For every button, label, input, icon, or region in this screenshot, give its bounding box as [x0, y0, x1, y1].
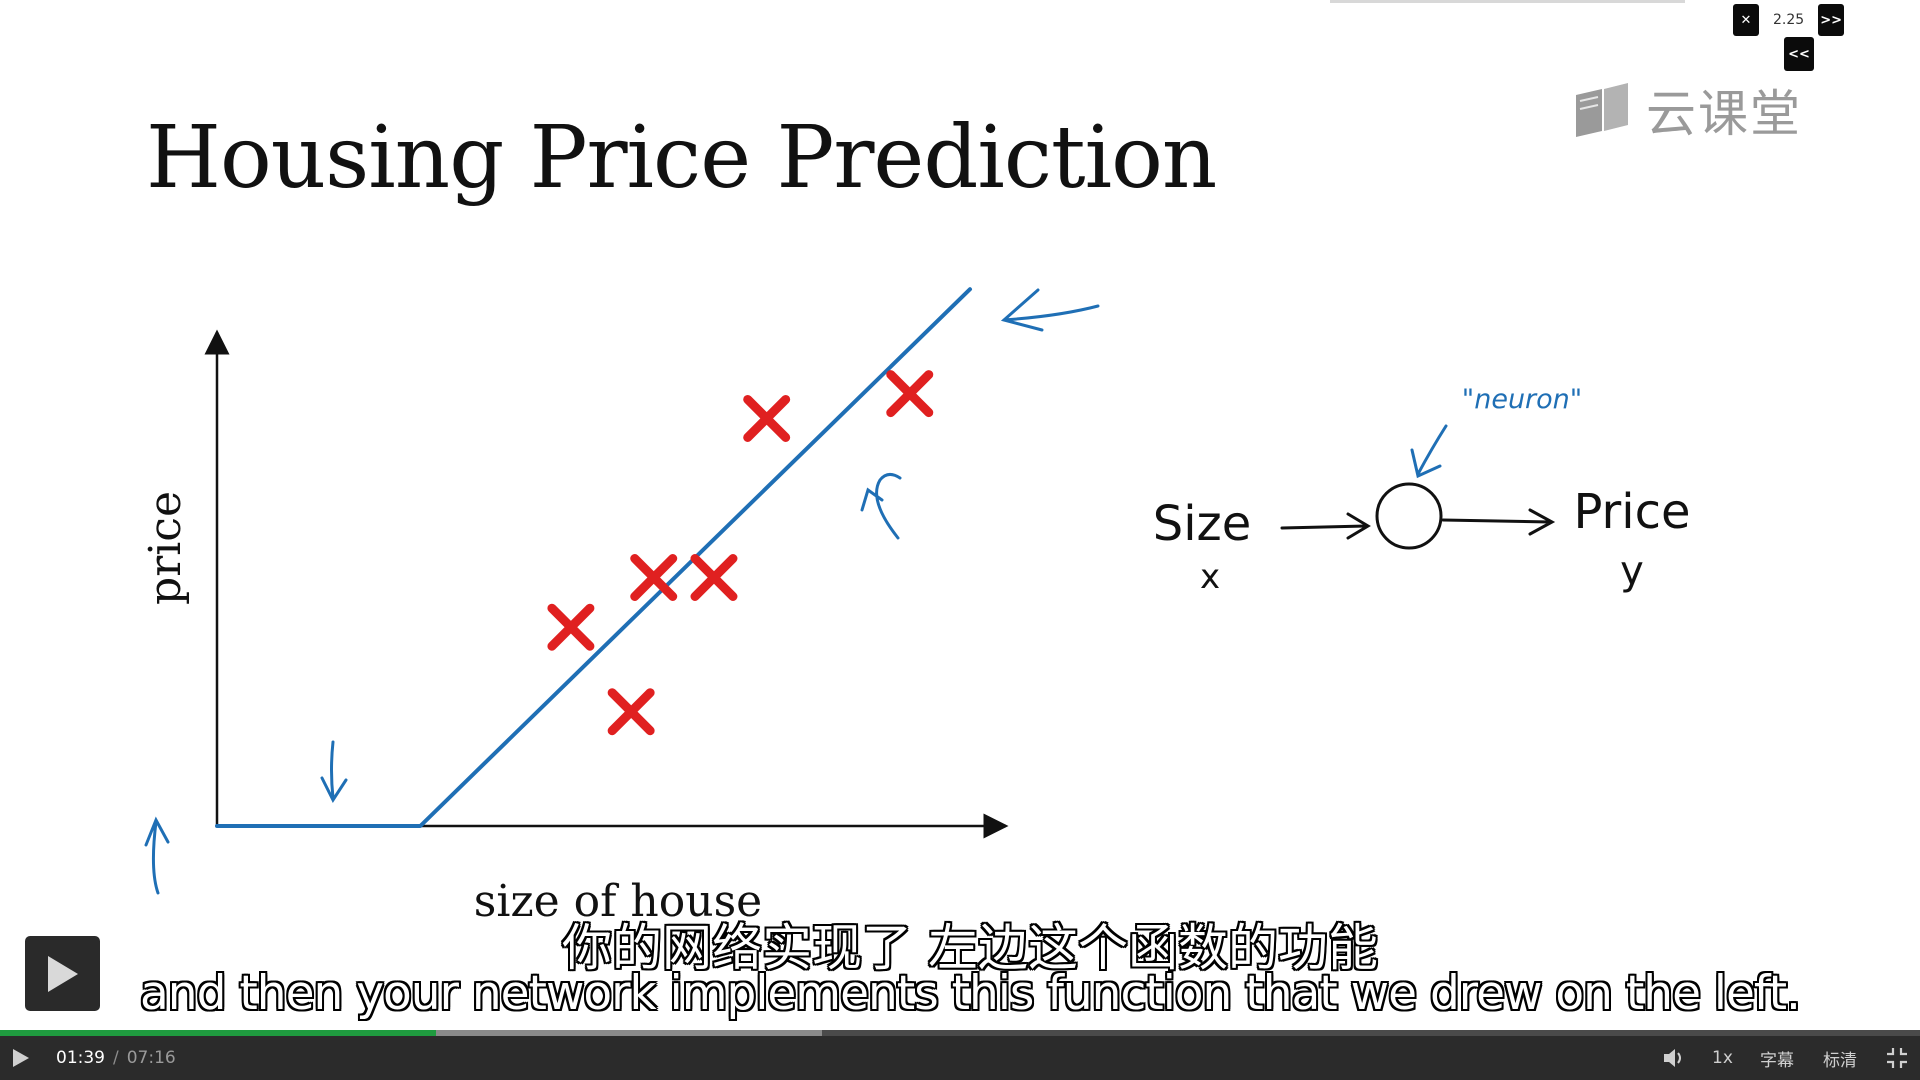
- subtitle-english: and then your network implements this fu…: [139, 966, 1801, 1021]
- output-var-label: y: [1620, 548, 1644, 594]
- speed-control: ✕ 2.25 >>: [1733, 3, 1845, 37]
- data-point-x-mark: [630, 554, 678, 601]
- watermark: 云课堂: [1570, 74, 1802, 146]
- x-axis-label: size of house: [474, 876, 762, 927]
- neuron-label: "neuron": [1462, 384, 1582, 415]
- watermark-text: 云课堂: [1646, 85, 1802, 143]
- close-speed-button[interactable]: ✕: [1733, 4, 1759, 36]
- play-icon: [47, 955, 78, 992]
- data-point-x-mark: [690, 554, 738, 601]
- current-time: 01:39: [56, 1048, 105, 1068]
- speed-forward-button[interactable]: >>: [1818, 4, 1845, 36]
- up-arrow-annotation: [144, 816, 170, 895]
- input-var-label: x: [1200, 557, 1220, 597]
- left-arrow-annotation: [1000, 288, 1100, 332]
- fit-line: [215, 287, 972, 828]
- speed-value: 2.25: [1773, 12, 1805, 28]
- data-point-x-mark: [743, 394, 791, 442]
- player-control-bar: 01:39 / 07:16 1x 字幕 标清: [0, 1036, 1920, 1080]
- fullscreen-icon: [1887, 1048, 1907, 1068]
- data-point-x-mark: [547, 603, 595, 651]
- fullscreen-button[interactable]: [1886, 1036, 1908, 1080]
- output-label: Price: [1573, 484, 1690, 540]
- input-label: Size: [1153, 496, 1252, 552]
- playback-speed-button[interactable]: 1x: [1712, 1048, 1733, 1068]
- subtitle-chinese: 你的网络实现了 左边这个函数的功能: [562, 919, 1378, 977]
- captions-button[interactable]: 字幕: [1760, 1050, 1794, 1071]
- total-time: 07:16: [126, 1048, 176, 1068]
- quality-button[interactable]: 标清: [1823, 1050, 1857, 1071]
- output-arrow: [1441, 508, 1556, 536]
- neuron-pointer-arrow: [1410, 424, 1448, 479]
- curve-arrow-annotation: [860, 473, 902, 540]
- play-button[interactable]: [12, 1036, 30, 1080]
- time-display: 01:39 / 07:16: [56, 1036, 176, 1080]
- neuron-node: [1375, 482, 1443, 550]
- data-point-x-mark: [607, 688, 655, 736]
- y-axis-label: price: [140, 491, 191, 605]
- slide-title: Housing Price Prediction: [146, 108, 1217, 208]
- housing-price-chart: price size of house "neuron" Size x Pric…: [140, 287, 1691, 927]
- progress-bar[interactable]: [0, 1030, 1920, 1036]
- book-logo-icon: [1576, 83, 1628, 137]
- top-edge-divider: [1330, 0, 1685, 3]
- volume-button[interactable]: [1662, 1036, 1686, 1080]
- speed-back-button[interactable]: <<: [1784, 37, 1814, 71]
- data-point-x-mark: [886, 370, 934, 418]
- video-area[interactable]: Housing Price Prediction 云课堂 ✕ 2.25 >> <…: [0, 0, 1920, 1030]
- volume-icon: [1664, 1049, 1681, 1067]
- time-separator: /: [113, 1048, 119, 1068]
- progress-played: [0, 1030, 436, 1036]
- big-play-button[interactable]: [25, 936, 100, 1011]
- play-icon: [13, 1049, 29, 1067]
- down-arrow-annotation: [320, 740, 348, 804]
- input-arrow: [1280, 512, 1371, 540]
